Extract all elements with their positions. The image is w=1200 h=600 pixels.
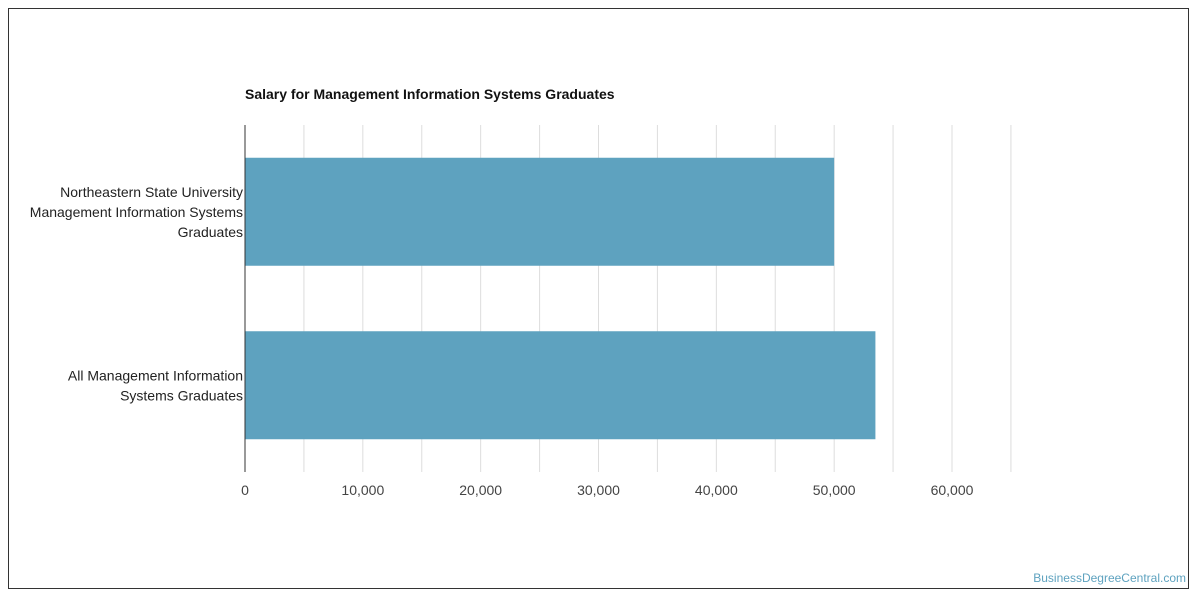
category-label-line: Graduates	[178, 224, 243, 240]
x-tick-label: 50,000	[813, 482, 856, 498]
category-label-line: All Management Information	[68, 367, 243, 383]
bar[interactable]	[245, 157, 835, 266]
category-label: All Management Information Systems Gradua…	[68, 367, 243, 403]
category-label: Northeastern State University Management …	[30, 184, 243, 240]
x-tick-label: 60,000	[931, 482, 974, 498]
x-tick-label: 10,000	[341, 482, 384, 498]
category-label-line: Systems Graduates	[120, 387, 243, 403]
category-label-line: Northeastern State University	[60, 184, 243, 200]
x-tick-label: 20,000	[459, 482, 502, 498]
bar[interactable]	[245, 331, 876, 440]
source-credit[interactable]: BusinessDegreeCentral.com	[1033, 571, 1186, 585]
x-tick-label: 40,000	[695, 482, 738, 498]
x-tick-labels: 0 10,000 20,000 30,000 40,000 50,000 60,000	[241, 482, 974, 498]
x-tick-label: 0	[241, 482, 249, 498]
category-label-line: Management Information Systems	[30, 204, 243, 220]
category-labels: Northeastern State University Management …	[30, 184, 243, 404]
chart-title: Salary for Management Information System…	[245, 86, 615, 102]
bars	[245, 157, 876, 440]
x-tick-label: 30,000	[577, 482, 620, 498]
